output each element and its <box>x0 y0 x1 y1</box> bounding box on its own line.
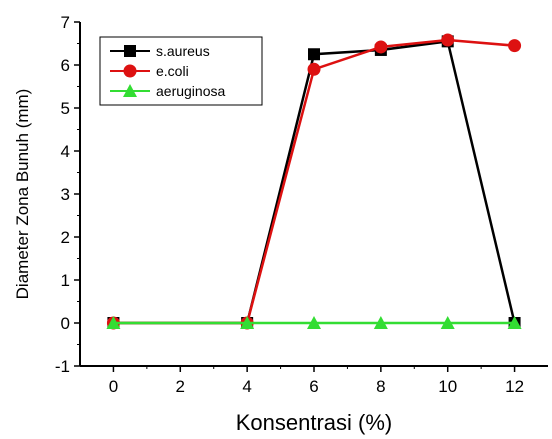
x-tick-label: 8 <box>376 377 385 396</box>
data-point <box>373 316 388 329</box>
y-tick-label: -1 <box>55 357 70 376</box>
y-tick-label: 0 <box>61 314 70 333</box>
y-tick-label: 4 <box>61 142 70 161</box>
legend: s.aureus e.coli aeruginosa <box>99 36 263 106</box>
series-layer <box>106 33 522 330</box>
legend-entry-3: aeruginosa <box>110 83 225 99</box>
data-point <box>307 62 321 76</box>
data-point <box>240 316 255 329</box>
data-point <box>441 33 455 47</box>
legend-entry-2: e.coli <box>110 63 189 79</box>
legend-marker-shape <box>123 64 137 78</box>
data-point <box>440 316 455 329</box>
x-tick-label: 0 <box>109 377 118 396</box>
data-point <box>508 39 522 53</box>
series-aeruginosa <box>106 316 522 329</box>
x-tick-label: 6 <box>309 377 318 396</box>
x-tick-label: 2 <box>176 377 185 396</box>
legend-entry-1: s.aureus <box>110 43 210 59</box>
x-tick-label: 10 <box>438 377 457 396</box>
legend-label: aeruginosa <box>156 83 225 99</box>
x-axis-label: Konsentrasi (%) <box>236 410 393 435</box>
legend-marker <box>124 45 136 57</box>
legend-marker-shape <box>123 84 137 97</box>
data-point <box>374 40 388 54</box>
data-point <box>106 316 121 329</box>
x-tick-label: 12 <box>505 377 524 396</box>
y-tick-label: 1 <box>61 271 70 290</box>
y-tick-label: 7 <box>61 13 70 32</box>
y-tick-label: 6 <box>61 56 70 75</box>
data-point <box>308 48 320 61</box>
y-tick-label: 5 <box>61 99 70 118</box>
x-tick-label: 4 <box>242 377 251 396</box>
y-axis-label: Diameter Zona Bunuh (mm) <box>13 89 32 300</box>
data-point <box>507 316 522 329</box>
data-point <box>307 316 321 329</box>
y-tick-label: 2 <box>61 228 70 247</box>
y-tick-label: 3 <box>61 185 70 204</box>
axes <box>74 21 548 372</box>
legend-marker-shape <box>124 45 136 57</box>
legend-label: e.coli <box>156 63 189 79</box>
legend-label: s.aureus <box>156 43 210 59</box>
legend-marker <box>123 84 137 97</box>
legend-marker <box>123 64 137 78</box>
